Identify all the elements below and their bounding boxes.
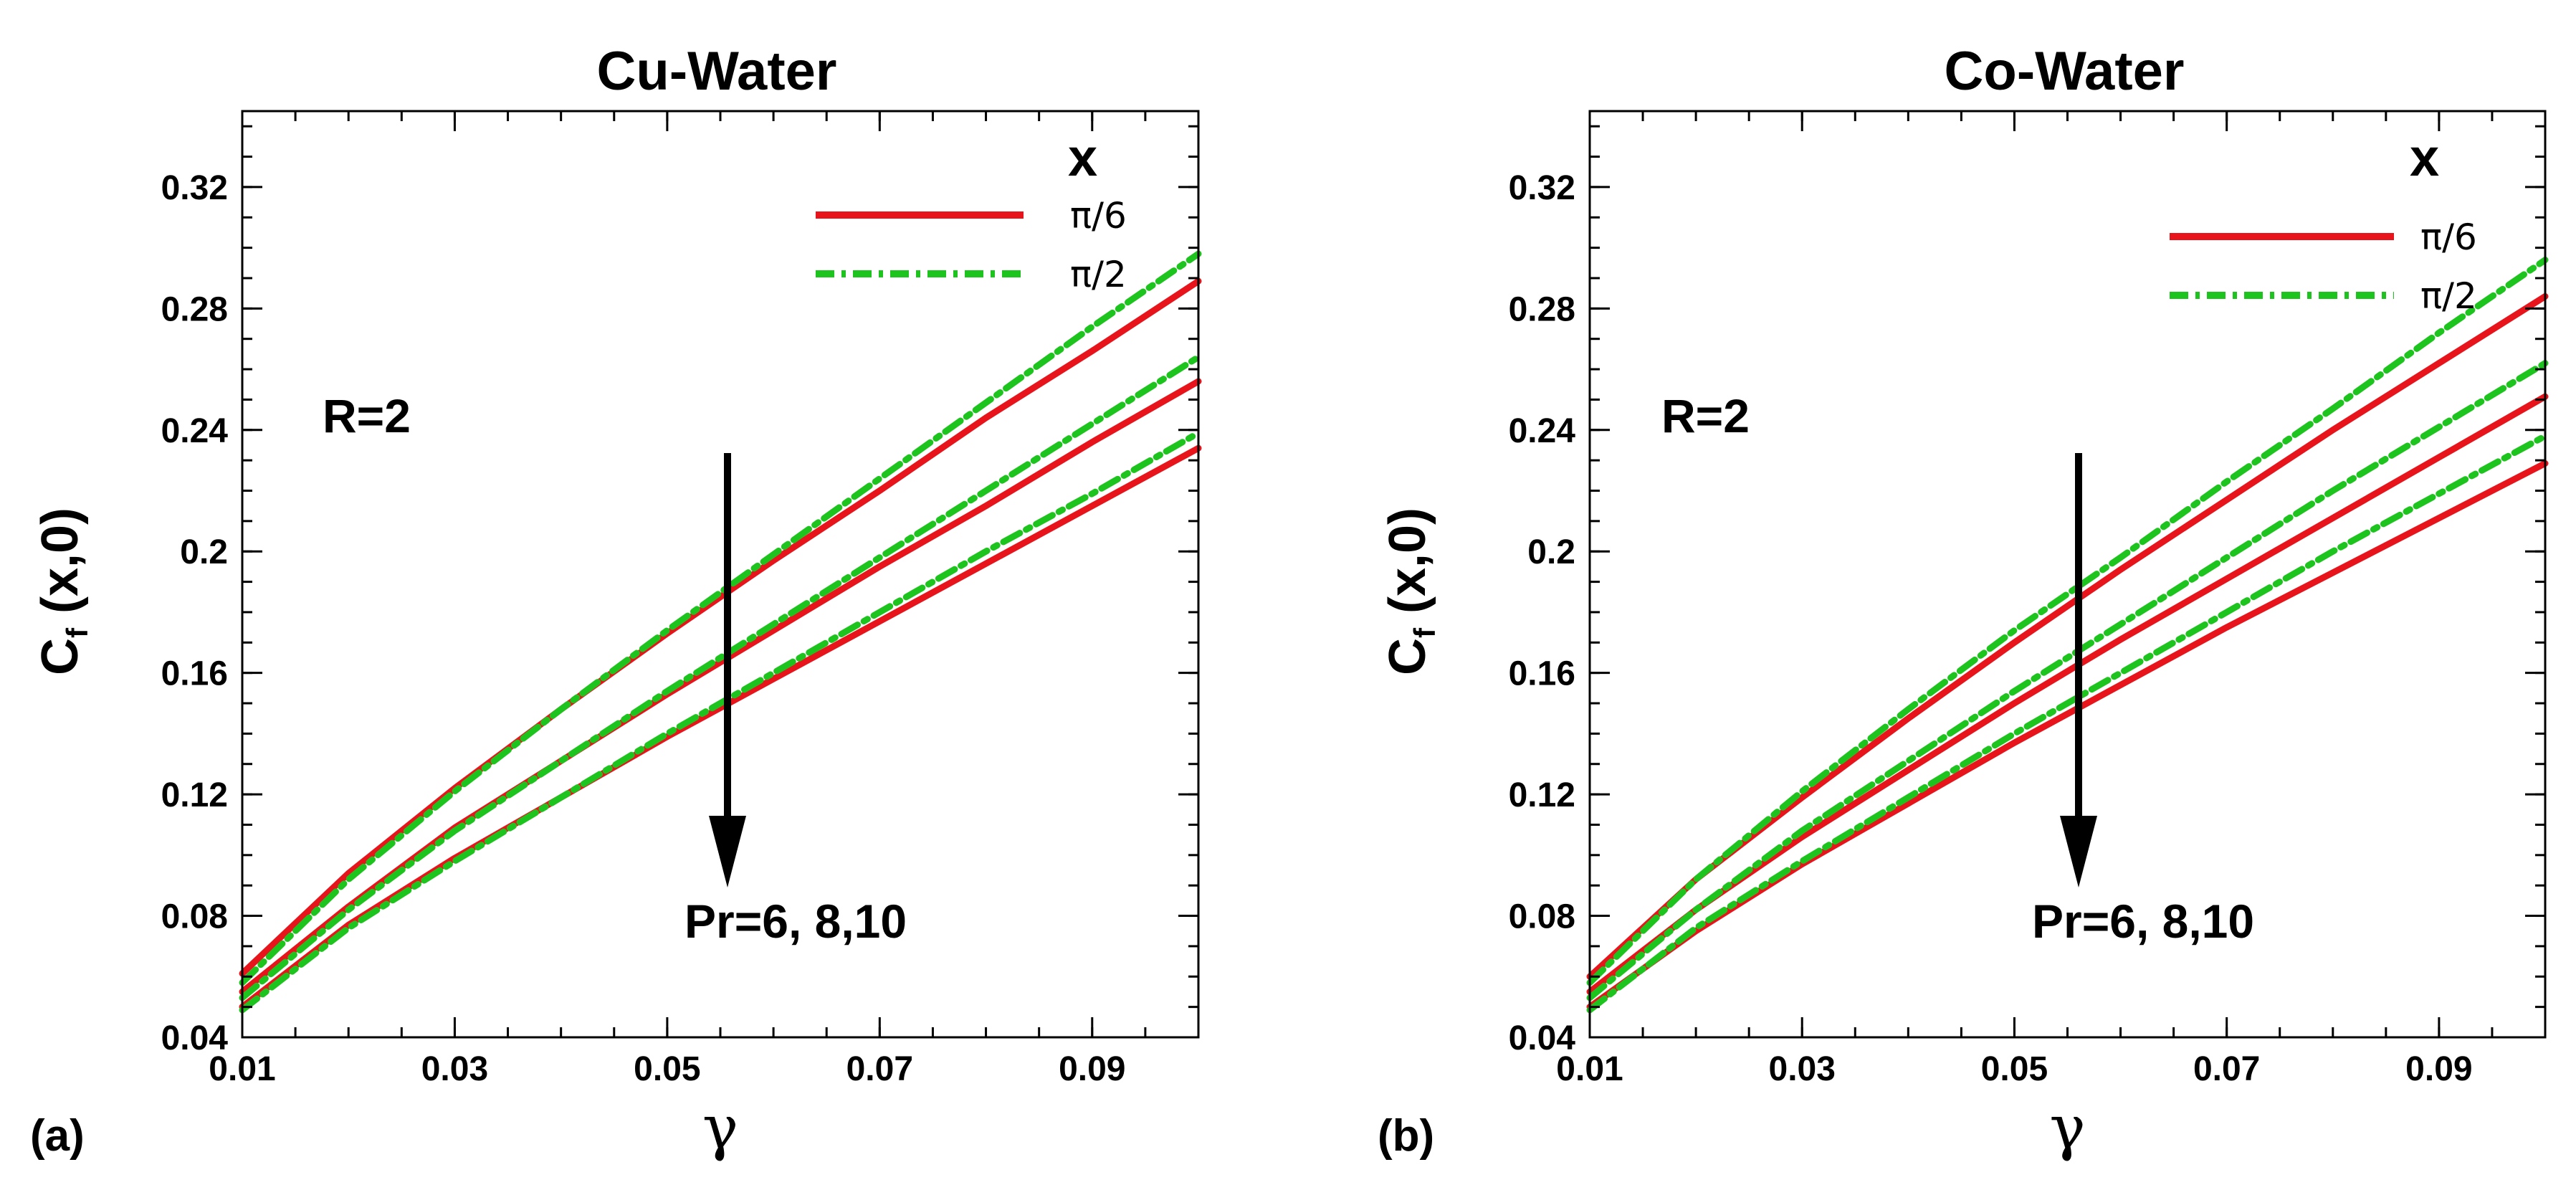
y-axis-label-tail: (x,0)	[32, 508, 89, 628]
y-tick-label: 0.16	[161, 655, 228, 693]
series-line-4	[239, 353, 1202, 1001]
y-tick-label: 0.12	[1509, 776, 1575, 814]
panel-label: (b)	[1378, 1111, 1434, 1161]
legend-label-pi2: π/2	[2420, 275, 2477, 317]
y-tick-label: 0.28	[161, 290, 228, 328]
chart-title: Co-Water	[1945, 41, 2185, 102]
arrow-head	[709, 816, 746, 887]
chart-title: Cu-Water	[597, 41, 837, 102]
x-tick-label: 0.05	[634, 1050, 700, 1088]
y-tick-label: 0.08	[1509, 898, 1575, 936]
y-tick-label: 0.2	[1527, 533, 1575, 571]
x-tick-label: 0.09	[1059, 1050, 1125, 1088]
series-line-5	[1586, 432, 2549, 1014]
arrow-label: Pr=6, 8,10	[2032, 895, 2254, 948]
y-axis-label-tail: (x,0)	[1379, 508, 1436, 628]
x-tick-label: 0.07	[846, 1050, 913, 1088]
arrow-label: Pr=6, 8,10	[684, 895, 907, 948]
panel-b: 0.01 0.03 0.05 0.07 0.09 0.04 0.08 0.12 0.16 0.2 0…	[1378, 41, 2549, 1163]
y-axis-label-subscript: f	[1408, 627, 1441, 638]
trend-arrow	[2060, 453, 2097, 887]
axis-ticks: 0.01 0.03 0.05 0.07 0.09 0.04 0.08 0.12 0.16 0.2 0…	[1509, 111, 2547, 1088]
x-tick-label: 0.05	[1981, 1050, 2048, 1088]
arrow-head	[2060, 816, 2097, 887]
legend-label-pi6: π/6	[1070, 195, 1127, 237]
y-tick-label: 0.2	[180, 533, 228, 571]
y-tick-label: 0.32	[161, 169, 228, 207]
series-group	[1586, 257, 2549, 1014]
legend-title: x	[2410, 128, 2439, 187]
y-tick-label: 0.24	[161, 412, 229, 450]
series-line-3	[239, 250, 1202, 986]
x-axis-label: γ	[702, 1092, 738, 1163]
legend: x π/6 π/2	[816, 128, 1127, 295]
y-tick-label: 0.32	[1509, 169, 1575, 207]
x-tick-label: 0.03	[1769, 1050, 1836, 1088]
y-tick-label: 0.16	[1509, 655, 1575, 693]
x-tick-label: 0.01	[1556, 1050, 1623, 1088]
y-axis-label-main: C	[1379, 638, 1436, 675]
y-tick-label: 0.12	[161, 776, 228, 814]
legend-label-pi2: π/2	[1070, 254, 1127, 295]
panel-label: (a)	[30, 1111, 85, 1161]
legend-title: x	[1068, 128, 1097, 187]
x-axis-label: γ	[2049, 1092, 2085, 1163]
axis-ticks: 0.01 0.03 0.05 0.07 0.09 0.04 0.08 0.12 0.16 0.2 0…	[161, 111, 1200, 1088]
legend: x π/6 π/2	[2170, 128, 2477, 317]
x-tick-label: 0.09	[2405, 1050, 2472, 1088]
param-annotation: R=2	[1661, 389, 1750, 442]
y-axis-label-main: C	[32, 638, 89, 675]
x-tick-label: 0.07	[2193, 1050, 2260, 1088]
y-tick-label: 0.04	[161, 1019, 229, 1057]
y-tick-label: 0.28	[1509, 290, 1575, 328]
series-line-4	[1586, 360, 2549, 1001]
x-tick-label: 0.03	[421, 1050, 488, 1088]
series-line-0	[239, 277, 1202, 977]
series-group	[239, 250, 1202, 1014]
y-tick-label: 0.04	[1509, 1019, 1576, 1057]
panel-a: 0.01 0.03 0.05 0.07 0.09 0.04 0.08 0.12 0.16 0.2 0…	[30, 41, 1202, 1163]
y-axis-label: Cf (x,0)	[1379, 508, 1441, 675]
param-annotation: R=2	[323, 389, 411, 442]
series-line-5	[239, 429, 1202, 1014]
y-axis-label: Cf (x,0)	[32, 508, 94, 675]
y-tick-label: 0.24	[1509, 412, 1576, 450]
x-tick-label: 0.01	[209, 1050, 275, 1088]
legend-label-pi6: π/6	[2420, 216, 2477, 258]
trend-arrow	[709, 453, 746, 887]
y-axis-label-subscript: f	[60, 627, 94, 638]
series-line-3	[1586, 257, 2549, 986]
y-tick-label: 0.08	[161, 898, 228, 936]
